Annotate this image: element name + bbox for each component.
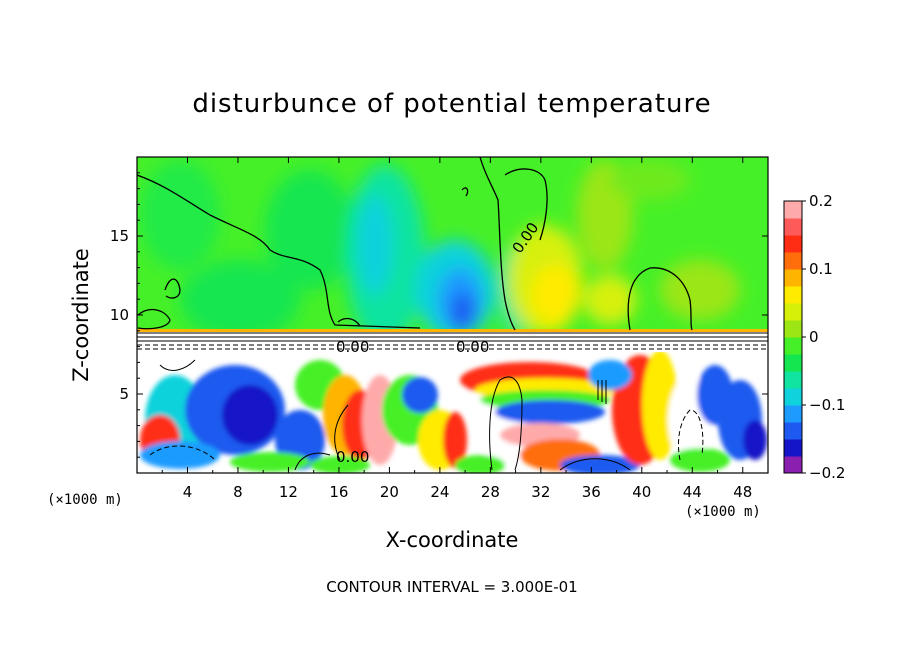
x-unit-label: (×1000 m) xyxy=(685,504,761,520)
colorbar-swatch xyxy=(784,439,802,457)
colorbar-ticks: 0.2 0.1 0 −0.1 −0.2 xyxy=(802,192,845,482)
x-axis-label: X-coordinate xyxy=(386,528,519,552)
x-tick-label: 48 xyxy=(733,483,752,501)
chart-title: disturbunce of potential temperature xyxy=(192,89,711,119)
contour-label-lower: 0.00 xyxy=(336,448,369,466)
upper-anomalies xyxy=(140,160,740,345)
colorbar-swatch xyxy=(784,201,802,219)
colorbar-swatch xyxy=(784,354,802,372)
colorbar-swatch xyxy=(784,405,802,423)
y-axis-ticks: 5 10 15 xyxy=(110,172,768,458)
x-axis-ticks: 4 8 12 16 20 24 28 32 36 40 44 48 xyxy=(161,157,752,501)
x-tick-label: 28 xyxy=(481,483,500,501)
x-tick-label: 4 xyxy=(183,483,193,501)
x-tick-label: 20 xyxy=(380,483,399,501)
colorbar-swatch xyxy=(784,337,802,355)
contour-label-mid-left: 0.00 xyxy=(336,338,369,356)
colorbar-swatch xyxy=(784,303,802,321)
colorbar-label: 0 xyxy=(809,328,819,346)
y-unit-label: (×1000 m) xyxy=(47,492,123,508)
colorbar-swatch xyxy=(784,422,802,440)
lower-layer xyxy=(137,352,768,473)
colorbar-swatch xyxy=(784,371,802,389)
x-tick-label: 36 xyxy=(582,483,601,501)
upper-contours xyxy=(137,157,693,331)
y-tick-label: 15 xyxy=(110,227,129,245)
colorbar-label: 0.2 xyxy=(809,192,833,210)
x-tick-label: 44 xyxy=(683,483,702,501)
x-tick-label: 24 xyxy=(430,483,449,501)
colorbar-label: −0.2 xyxy=(809,464,845,482)
y-tick-label: 10 xyxy=(110,306,129,324)
colorbar-swatch xyxy=(784,388,802,406)
plot-field xyxy=(137,157,768,473)
colorbar-swatch xyxy=(784,456,802,474)
x-tick-label: 32 xyxy=(531,483,550,501)
colorbar-swatch xyxy=(784,218,802,236)
colorbar xyxy=(783,200,803,474)
colorbar-label: 0.1 xyxy=(809,260,833,278)
colorbar-swatch xyxy=(784,235,802,253)
y-tick-label: 5 xyxy=(119,385,129,403)
x-tick-label: 8 xyxy=(233,483,243,501)
colorbar-swatch xyxy=(784,286,802,304)
colorbar-swatch xyxy=(784,252,802,270)
colorbar-label: −0.1 xyxy=(809,396,845,414)
colorbar-swatch xyxy=(784,269,802,287)
contour-label-mid-right: 0.00 xyxy=(456,338,489,356)
x-tick-label: 12 xyxy=(279,483,298,501)
contour-interval-note: CONTOUR INTERVAL = 3.000E-01 xyxy=(326,578,577,596)
x-tick-label: 40 xyxy=(632,483,651,501)
y-axis-label: Z-coordinate xyxy=(69,248,93,382)
x-tick-label: 16 xyxy=(329,483,348,501)
colorbar-swatch xyxy=(784,320,802,338)
